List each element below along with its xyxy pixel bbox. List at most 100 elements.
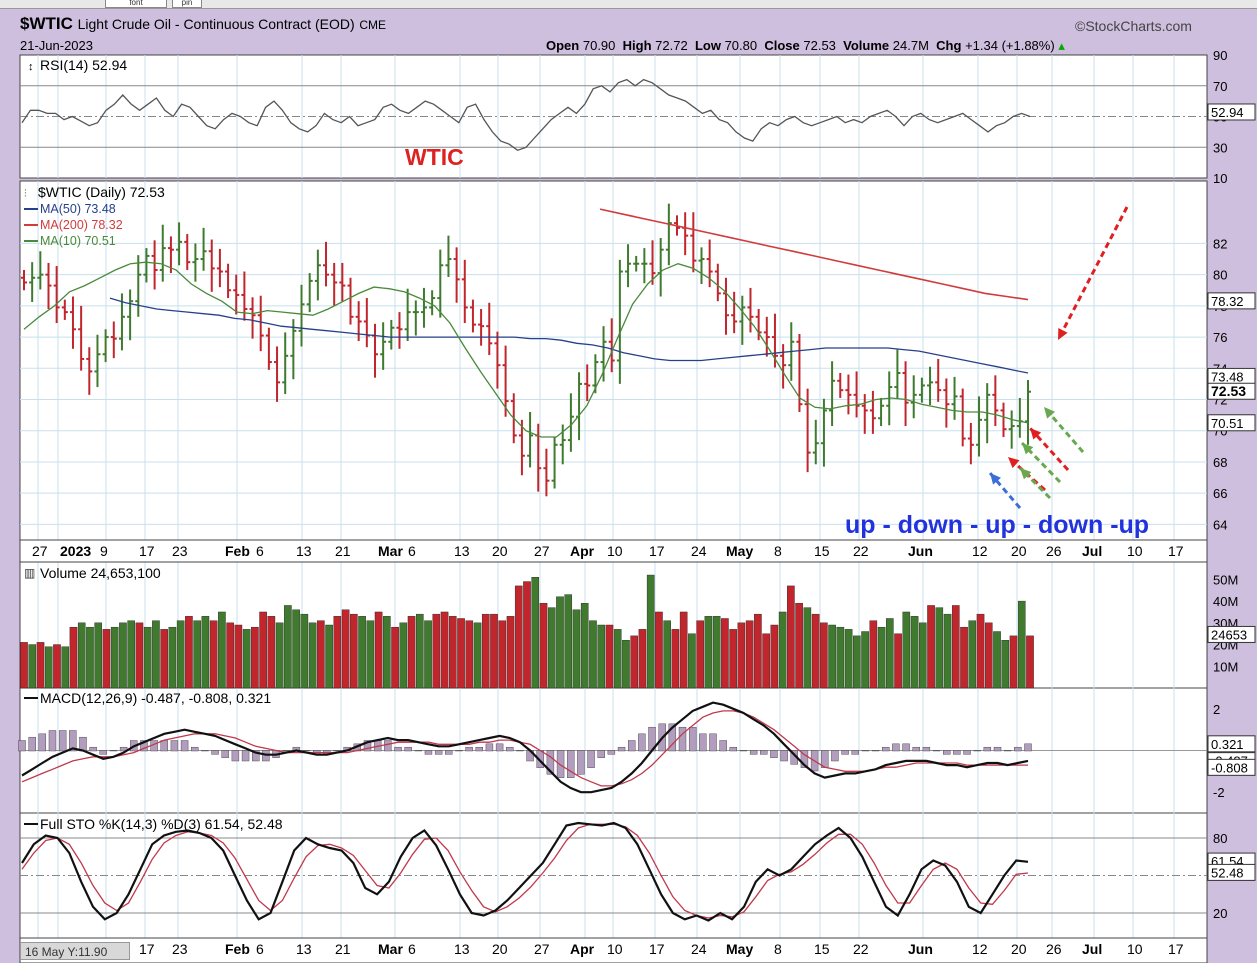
- price-bar: [274, 346, 281, 402]
- price-bar: [118, 293, 125, 351]
- macd-histogram-bar: [495, 743, 504, 752]
- volume-bar: [201, 616, 210, 689]
- svg-text:72.53: 72.53: [1211, 383, 1246, 399]
- red-dashed-arrow: [1056, 206, 1129, 341]
- ma50-last-tag: 73.48: [1207, 367, 1256, 385]
- price-bar: [347, 277, 354, 325]
- price-bar: [225, 263, 232, 299]
- volume-bar: [383, 616, 391, 689]
- price-bar: [747, 287, 754, 333]
- volume-bar: [135, 622, 144, 689]
- volume-bar: [465, 620, 474, 689]
- macd-histogram-bar: [516, 750, 524, 752]
- svg-text:-0.808: -0.808: [1211, 760, 1248, 775]
- macd-histogram-bar: [668, 723, 677, 752]
- price-bar: [1025, 380, 1031, 445]
- svg-text:70.51: 70.51: [1211, 416, 1244, 431]
- price-bar: [282, 332, 289, 395]
- volume-bar: [341, 609, 350, 689]
- x-tick-label: 27: [534, 543, 550, 559]
- price-bar: [551, 436, 558, 489]
- volume-bar: [251, 626, 259, 689]
- macd-histogram-bar: [404, 746, 412, 752]
- macd-histogram-bar: [546, 750, 555, 775]
- macd-histogram-bar: [18, 740, 26, 752]
- price-bar: [567, 393, 574, 452]
- price-bar: [486, 302, 493, 356]
- macd-histogram-bar: [627, 740, 636, 752]
- volume-bar: [688, 633, 696, 689]
- macd-histogram-bar: [587, 750, 595, 768]
- macd-histogram-bar: [953, 750, 961, 755]
- volume-bar: [160, 629, 168, 689]
- price-bar: [478, 308, 485, 346]
- volume-bar: [424, 620, 432, 689]
- x-tick-label: 8: [774, 543, 782, 559]
- volume-bar: [209, 620, 218, 689]
- x-tick-label: 24: [691, 941, 707, 957]
- pin-button[interactable]: pin: [172, 0, 202, 8]
- x-tick-label: Feb: [225, 543, 250, 559]
- macd-histogram-bar: [211, 750, 219, 755]
- x-axis-band: [19, 937, 1208, 963]
- volume-bar: [399, 622, 408, 689]
- price-bar: [780, 344, 787, 389]
- volume-bar: [407, 616, 416, 689]
- macd-histogram-bar: [302, 750, 311, 752]
- volume-bar: [671, 629, 680, 689]
- x-tick-label: 26: [1046, 941, 1062, 957]
- price-bar: [641, 248, 648, 284]
- price-bar: [127, 289, 134, 341]
- price-bar: [976, 396, 983, 457]
- macd-histogram-bar: [363, 740, 372, 752]
- volume-bar: [119, 622, 127, 689]
- price-bar: [633, 255, 640, 272]
- volume-bar: [828, 624, 836, 689]
- macd-histogram-bar: [1014, 746, 1022, 752]
- macd-histogram-bar: [445, 750, 453, 755]
- price-bar: [845, 374, 852, 415]
- x-tick-label: Feb: [225, 941, 250, 957]
- macd-histogram-bar: [282, 750, 290, 752]
- macd-histogram-bar: [455, 750, 463, 752]
- price-bar: [853, 371, 860, 418]
- macd-histogram-bar: [719, 740, 727, 752]
- price-bar: [951, 376, 958, 420]
- green-dashed-arrow: [1042, 406, 1085, 453]
- price-bar: [53, 266, 60, 324]
- rsi-tick-label: 30: [1213, 140, 1227, 155]
- svg-text:24653: 24653: [1211, 627, 1247, 642]
- price-bar: [290, 319, 297, 380]
- volume-bar: [844, 629, 853, 689]
- volume-bar: [514, 585, 523, 689]
- macd-histogram-bar: [963, 750, 971, 755]
- volume-bar: [317, 620, 325, 689]
- volume-bar: [102, 629, 111, 689]
- x-tick-label: Apr: [570, 543, 595, 559]
- volume-bar: [143, 626, 152, 689]
- rsi-tick-label: 90: [1213, 48, 1227, 63]
- volume-bar: [597, 624, 606, 689]
- low-label: Low: [694, 38, 721, 53]
- brand-label[interactable]: ©StockCharts.com: [1075, 18, 1192, 34]
- font-button[interactable]: font: [105, 0, 167, 8]
- macd-histogram-bar: [831, 750, 839, 762]
- volume-bar: [44, 646, 53, 689]
- volume-bar: [366, 620, 375, 689]
- x-tick-label: Mar: [378, 543, 403, 559]
- x-tick-label: 20: [1011, 543, 1027, 559]
- price-bar: [943, 378, 950, 428]
- svg-text:0.321: 0.321: [1211, 737, 1244, 752]
- price-bar: [102, 329, 109, 363]
- volume-bar: [927, 605, 935, 689]
- volume-bar: [234, 624, 243, 689]
- volume-bar: [1026, 635, 1034, 689]
- volume-bar: [53, 644, 61, 689]
- sto-k-line: [21, 821, 1029, 922]
- x-tick-label: Jun: [908, 941, 933, 957]
- macd-histogram-bar: [922, 746, 931, 752]
- macd-histogram-bar: [252, 750, 260, 762]
- macd-histogram-bar: [699, 733, 707, 752]
- chart-title: $WTIC Light Crude Oil - Continuous Contr…: [20, 14, 386, 34]
